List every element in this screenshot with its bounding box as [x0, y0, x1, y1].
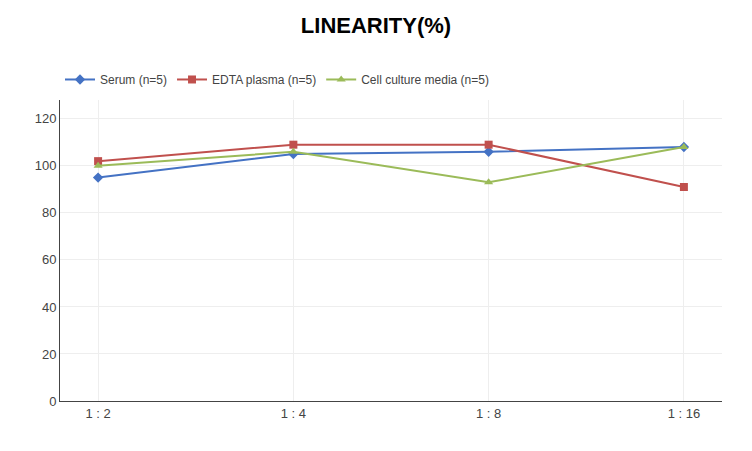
svg-text:80: 80: [42, 205, 56, 220]
svg-text:1 : 2: 1 : 2: [85, 406, 110, 421]
svg-text:EDTA plasma (n=5): EDTA plasma (n=5): [212, 73, 316, 87]
svg-text:100: 100: [35, 158, 57, 173]
svg-text:1 : 16: 1 : 16: [668, 406, 701, 421]
svg-text:Serum (n=5): Serum (n=5): [100, 73, 167, 87]
svg-text:40: 40: [42, 299, 56, 314]
svg-text:60: 60: [42, 252, 56, 267]
svg-text:1 : 8: 1 : 8: [476, 406, 501, 421]
svg-text:20: 20: [42, 347, 56, 362]
svg-text:120: 120: [35, 111, 57, 126]
svg-text:1 : 4: 1 : 4: [281, 406, 306, 421]
svg-text:0: 0: [49, 394, 56, 409]
svg-text:LINEARITY(%): LINEARITY(%): [301, 13, 451, 38]
svg-text:Cell culture media (n=5): Cell culture media (n=5): [361, 73, 489, 87]
